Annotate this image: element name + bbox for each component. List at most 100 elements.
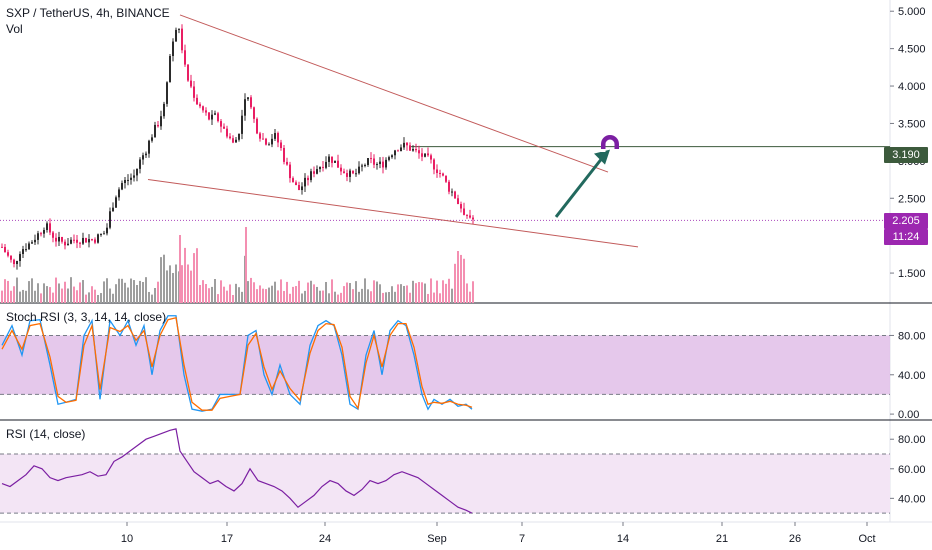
candle-body[interactable] [355, 173, 357, 175]
candle-body[interactable] [169, 56, 171, 83]
candle-body[interactable] [157, 124, 159, 127]
candle-body[interactable] [328, 156, 330, 162]
candle-body[interactable] [334, 160, 336, 163]
candle-body[interactable] [109, 211, 111, 228]
candle-body[interactable] [250, 97, 252, 108]
candle-body[interactable] [259, 133, 261, 139]
trendline-drawings[interactable] [147, 14, 639, 248]
candle-body[interactable] [67, 243, 69, 246]
candle-body[interactable] [31, 242, 33, 244]
candle-body[interactable] [52, 232, 54, 238]
candle-body[interactable] [148, 140, 150, 154]
candle-body[interactable] [418, 150, 420, 154]
candle-body[interactable] [457, 198, 459, 205]
candle-body[interactable] [121, 183, 123, 190]
candle-body[interactable] [379, 161, 381, 165]
candle-body[interactable] [76, 239, 78, 243]
candle-body[interactable] [40, 233, 42, 235]
candle-body[interactable] [37, 233, 39, 240]
candle-body[interactable] [82, 237, 84, 244]
candle-body[interactable] [238, 133, 240, 140]
candle-body[interactable] [340, 167, 342, 172]
candle-body[interactable] [217, 113, 219, 122]
candle-body[interactable] [370, 158, 372, 160]
candle-body[interactable] [391, 155, 393, 158]
candle-body[interactable] [460, 204, 462, 209]
candle-body[interactable] [295, 182, 297, 186]
candle-body[interactable] [373, 158, 375, 165]
candle-body[interactable] [106, 227, 108, 234]
candle-body[interactable] [400, 147, 402, 151]
candle-body[interactable] [133, 175, 135, 178]
candle-body[interactable] [352, 170, 354, 174]
candle-body[interactable] [337, 160, 339, 168]
candle-body[interactable] [58, 236, 60, 242]
candle-body[interactable] [166, 82, 168, 104]
candle-body[interactable] [73, 239, 75, 241]
candle-body[interactable] [241, 115, 243, 134]
candle-body[interactable] [274, 133, 276, 139]
candle-body[interactable] [136, 168, 138, 176]
candle-body[interactable] [202, 106, 204, 111]
rsi-title[interactable]: RSI (14, close) [6, 427, 86, 441]
candle-body[interactable] [364, 164, 366, 166]
candle-body[interactable] [208, 112, 210, 120]
candle-body[interactable] [346, 173, 348, 177]
magnet-icon[interactable] [601, 135, 619, 152]
candle-body[interactable] [403, 142, 405, 148]
candle-body[interactable] [292, 178, 294, 183]
candle-body[interactable] [325, 161, 327, 168]
candle-body[interactable] [34, 239, 36, 243]
candle-body[interactable] [280, 142, 282, 148]
candle-body[interactable] [97, 234, 99, 243]
candle-body[interactable] [178, 28, 180, 30]
candle-body[interactable] [100, 233, 102, 235]
candle-body[interactable] [19, 254, 21, 262]
candle-body[interactable] [430, 155, 432, 160]
candle-body[interactable] [427, 153, 429, 156]
candle-body[interactable] [304, 177, 306, 187]
candle-body[interactable] [115, 197, 117, 208]
candle-body[interactable] [286, 161, 288, 165]
candle-body[interactable] [70, 239, 72, 244]
candle-body[interactable] [385, 159, 387, 168]
candle-body[interactable] [439, 172, 441, 174]
candle-body[interactable] [112, 207, 114, 212]
wedge-upper-trendline[interactable] [179, 14, 609, 173]
candle-body[interactable] [151, 137, 153, 141]
candle-body[interactable] [433, 159, 435, 170]
candle-body[interactable] [415, 149, 417, 151]
candle-body[interactable] [445, 175, 447, 182]
up-right-arrow-icon[interactable] [554, 154, 606, 218]
candle-body[interactable] [448, 181, 450, 192]
candle-body[interactable] [214, 113, 216, 115]
candle-body[interactable] [139, 159, 141, 169]
candle-body[interactable] [319, 166, 321, 170]
candle-body[interactable] [16, 261, 18, 265]
stoch-rsi-title[interactable]: Stoch RSI (3, 3, 14, 14, close) [6, 310, 167, 324]
candle-body[interactable] [175, 29, 177, 42]
candle-body[interactable] [436, 169, 438, 173]
candle-body[interactable] [160, 116, 162, 127]
candle-body[interactable] [376, 164, 378, 166]
candle-body[interactable] [262, 138, 264, 140]
candle-body[interactable] [253, 107, 255, 119]
candle-body[interactable] [124, 179, 126, 184]
candle-body[interactable] [91, 239, 93, 241]
candle-body[interactable] [55, 237, 57, 242]
candle-body[interactable] [331, 156, 333, 163]
candle-body[interactable] [310, 171, 312, 181]
candle-body[interactable] [322, 166, 324, 168]
candle-body[interactable] [25, 249, 27, 251]
candle-body[interactable] [10, 255, 12, 260]
candle-body[interactable] [1, 246, 3, 248]
candle-body[interactable] [283, 147, 285, 162]
candle-body[interactable] [442, 173, 444, 176]
wedge-lower-trendline[interactable] [147, 179, 639, 248]
candle-body[interactable] [469, 215, 471, 218]
candle-body[interactable] [466, 214, 468, 216]
candle-body[interactable] [265, 138, 267, 145]
candle-body[interactable] [49, 223, 51, 233]
candle-body[interactable] [196, 97, 198, 105]
